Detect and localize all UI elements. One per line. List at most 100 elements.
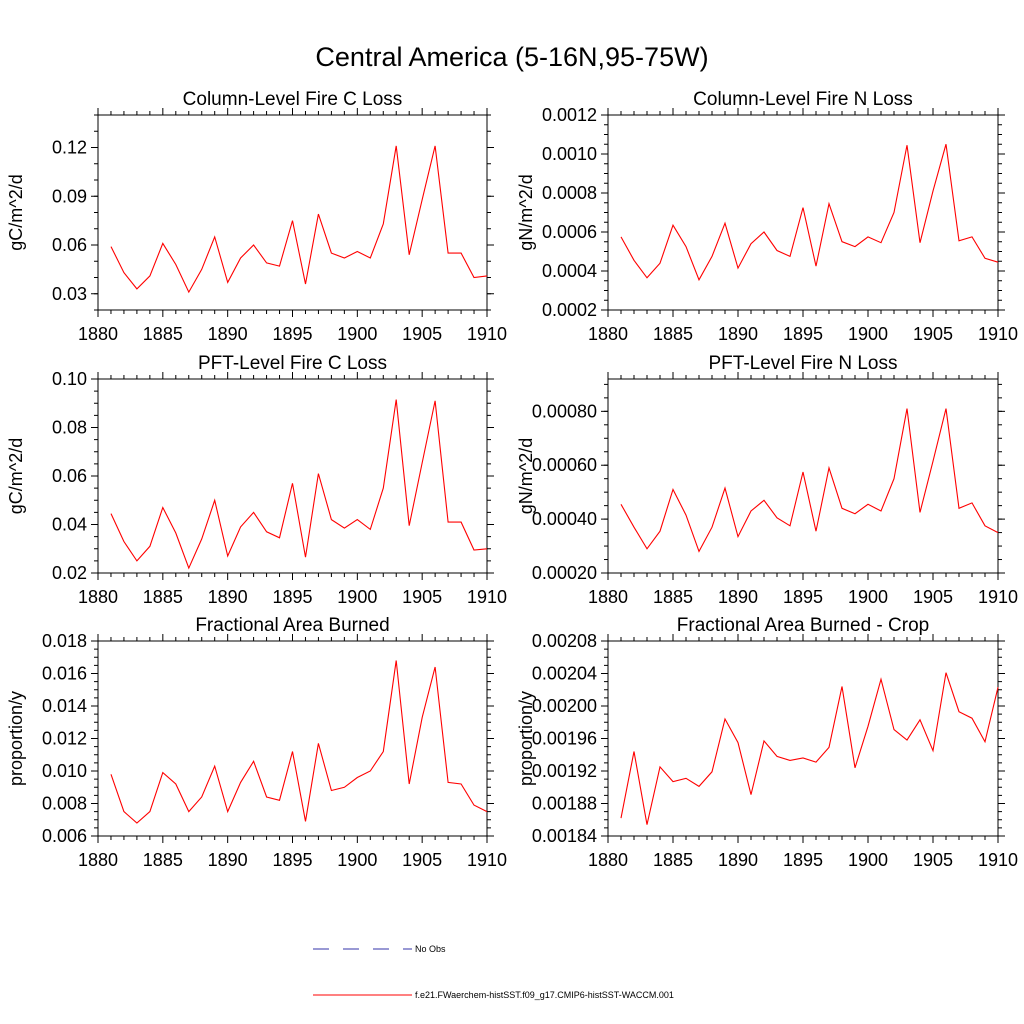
y-tick-label: 0.00020 — [532, 563, 597, 583]
x-tick-label: 1880 — [588, 587, 628, 607]
y-tick-label: 0.03 — [52, 284, 87, 304]
x-tick-label: 1905 — [913, 324, 953, 344]
plot-frame — [607, 114, 999, 311]
series-line — [110, 660, 488, 824]
y-tick-label: 0.06 — [52, 235, 87, 255]
y-tick-label: 0.00188 — [532, 794, 597, 814]
x-tick-label: 1880 — [78, 587, 118, 607]
panel-title: Column-Level Fire N Loss — [693, 89, 913, 110]
x-tick-label: 1885 — [653, 324, 693, 344]
x-tick-label: 1885 — [143, 324, 183, 344]
x-tick-label: 1910 — [978, 850, 1018, 870]
chart-panel-1: Column-Level Fire C Loss gC/m^2/d 1880 1885… — [6, 89, 507, 344]
plot-frame — [607, 640, 999, 837]
x-tick-label: 1900 — [848, 324, 888, 344]
y-tick-label: 0.0008 — [542, 183, 597, 203]
y-tick-label: 0.008 — [42, 794, 87, 814]
y-tick-label: 0.00060 — [532, 455, 597, 475]
panel-title: Fractional Area Burned — [195, 615, 389, 636]
panel-title: Column-Level Fire C Loss — [183, 89, 403, 110]
plot-frame — [607, 378, 999, 574]
panel-title: PFT-Level Fire C Loss — [198, 353, 387, 374]
y-tick-label: 0.0002 — [542, 300, 597, 320]
x-tick-label: 1880 — [588, 850, 628, 870]
y-tick-label: 0.12 — [52, 138, 87, 158]
chart-panel-5: Fractional Area Burned proportion/y 1880 18… — [6, 615, 507, 870]
chart-panel-3: PFT-Level Fire C Loss gC/m^2/d 1880 1885 189… — [6, 353, 507, 607]
y-tick-label: 0.09 — [52, 186, 87, 206]
x-tick-label: 1885 — [653, 587, 693, 607]
plot-frame — [97, 378, 488, 574]
x-tick-label: 1890 — [718, 324, 758, 344]
y-tick-label: 0.02 — [52, 563, 87, 583]
y-tick-label: 0.0012 — [542, 105, 597, 125]
y-axis-label: gC/m^2/d — [6, 438, 26, 514]
x-tick-label: 1900 — [848, 850, 888, 870]
x-tick-label: 1885 — [143, 587, 183, 607]
y-axis-label: gC/m^2/d — [6, 174, 26, 250]
plot-frame — [97, 114, 488, 311]
panel-group: Column-Level Fire C Loss gC/m^2/d 1880 1885… — [6, 89, 1018, 870]
x-tick-label: 1900 — [337, 850, 377, 870]
legend-label-no-obs: No Obs — [415, 944, 446, 954]
x-tick-label: 1900 — [337, 324, 377, 344]
y-tick-label: 0.08 — [52, 418, 87, 438]
chart-panel-4: PFT-Level Fire N Loss gN/m^2/d 1880 1885 189… — [516, 353, 1018, 607]
y-tick-label: 0.04 — [52, 515, 87, 535]
x-tick-label: 1880 — [78, 850, 118, 870]
y-axis-label: gN/m^2/d — [516, 174, 536, 250]
y-tick-label: 0.010 — [42, 761, 87, 781]
x-tick-label: 1895 — [272, 850, 312, 870]
series-line — [110, 399, 488, 570]
x-tick-label: 1910 — [467, 850, 507, 870]
x-tick-label: 1885 — [653, 850, 693, 870]
panel-title: Fractional Area Burned - Crop — [677, 615, 929, 636]
x-tick-label: 1895 — [272, 587, 312, 607]
x-tick-label: 1905 — [402, 324, 442, 344]
y-tick-label: 0.0004 — [542, 261, 597, 281]
x-tick-label: 1910 — [467, 587, 507, 607]
plot-frame — [97, 640, 488, 837]
x-tick-label: 1890 — [208, 324, 248, 344]
x-tick-label: 1905 — [402, 850, 442, 870]
figure-title: Central America (5-16N,95-75W) — [315, 42, 708, 72]
x-tick-label: 1905 — [913, 587, 953, 607]
y-tick-label: 0.00080 — [532, 401, 597, 421]
y-tick-label: 0.10 — [52, 369, 87, 389]
y-tick-label: 0.00200 — [532, 696, 597, 716]
y-tick-label: 0.012 — [42, 729, 87, 749]
x-tick-label: 1890 — [718, 587, 758, 607]
x-tick-label: 1900 — [337, 587, 377, 607]
y-tick-label: 0.006 — [42, 826, 87, 846]
y-tick-label: 0.00196 — [532, 729, 597, 749]
y-tick-label: 0.00204 — [532, 664, 597, 684]
panel-title: PFT-Level Fire N Loss — [709, 353, 898, 374]
series-line — [620, 408, 999, 553]
y-tick-label: 0.0010 — [542, 144, 597, 164]
x-tick-label: 1910 — [467, 324, 507, 344]
y-tick-label: 0.016 — [42, 664, 87, 684]
y-tick-label: 0.0006 — [542, 222, 597, 242]
x-tick-label: 1880 — [78, 324, 118, 344]
series-line — [620, 144, 999, 282]
y-tick-label: 0.06 — [52, 466, 87, 486]
y-axis-label: gN/m^2/d — [516, 438, 536, 514]
legend-label-model: f.e21.FWaerchem-histSST.f09_g17.CMIP6-hi… — [415, 990, 674, 1000]
series-line — [110, 145, 488, 294]
y-tick-label: 0.00208 — [532, 631, 597, 651]
y-axis-label: proportion/y — [516, 691, 536, 786]
series-line — [620, 672, 999, 825]
x-tick-label: 1895 — [783, 850, 823, 870]
x-tick-label: 1890 — [718, 850, 758, 870]
x-tick-label: 1910 — [978, 324, 1018, 344]
y-tick-label: 0.00040 — [532, 509, 597, 529]
x-tick-label: 1885 — [143, 850, 183, 870]
y-tick-label: 0.00184 — [532, 826, 597, 846]
x-tick-label: 1910 — [978, 587, 1018, 607]
x-tick-label: 1890 — [208, 587, 248, 607]
x-tick-label: 1895 — [783, 324, 823, 344]
x-tick-label: 1890 — [208, 850, 248, 870]
x-tick-label: 1880 — [588, 324, 628, 344]
x-tick-label: 1895 — [783, 587, 823, 607]
y-axis-label: proportion/y — [6, 691, 26, 786]
